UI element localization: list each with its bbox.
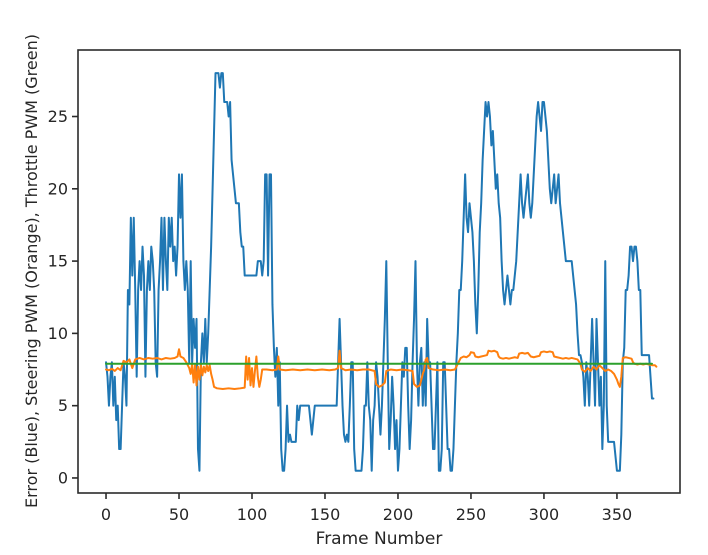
x-tick-label: 0 — [101, 505, 111, 524]
y-tick-label: 5 — [58, 396, 68, 415]
steering-pwm-line — [105, 348, 658, 391]
x-tick-label: 150 — [310, 505, 341, 524]
y-axis-ticks: 0 5 10 15 20 25 — [48, 107, 78, 487]
y-tick-label: 10 — [48, 324, 68, 343]
y-tick-label: 15 — [48, 252, 68, 271]
x-tick-label: 250 — [456, 505, 487, 524]
x-tick-label: 350 — [602, 505, 633, 524]
plot-spines — [77, 49, 681, 494]
y-tick-label: 25 — [48, 107, 68, 126]
plot-border — [77, 49, 681, 494]
x-tick-label: 200 — [383, 505, 414, 524]
x-tick-label: 300 — [529, 505, 560, 524]
y-tick-label: 0 — [58, 468, 68, 487]
series-lines — [105, 72, 658, 472]
x-tick-label: 50 — [169, 505, 189, 524]
x-tick-label: 100 — [237, 505, 268, 524]
y-axis-label: Error (Blue), Steering PWM (Orange), Thr… — [22, 34, 41, 508]
x-axis-label: Frame Number — [316, 529, 443, 549]
x-axis-ticks: 0 50 100 150 200 250 300 350 — [101, 493, 632, 524]
y-tick-label: 20 — [48, 179, 68, 198]
